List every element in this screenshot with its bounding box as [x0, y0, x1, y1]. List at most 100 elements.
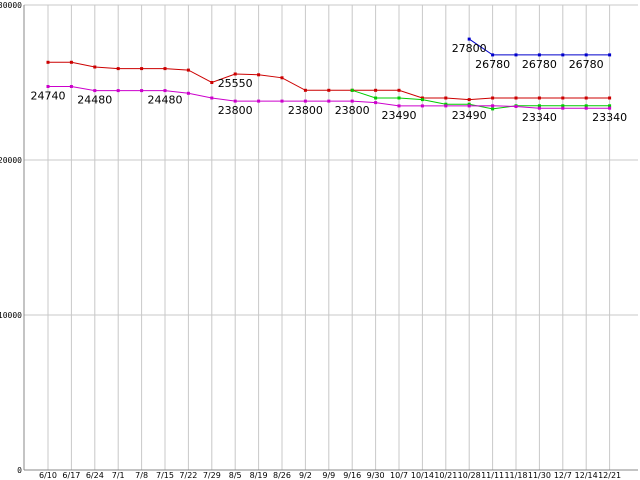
series-1-point [514, 96, 518, 100]
series-1-point [561, 96, 565, 100]
x-tick-label: 9/9 [322, 471, 335, 480]
data-label: 23800 [288, 104, 323, 117]
data-label: 26780 [475, 58, 510, 71]
x-tick-label: 7/8 [135, 471, 148, 480]
series-3-point [93, 89, 97, 93]
series-1-point [46, 60, 50, 64]
series-1-point [69, 60, 73, 64]
data-labels: 27800 26780 26780 26780 25550 24740 24480 24480… [31, 42, 628, 124]
series-1-point [491, 96, 495, 100]
data-label: 23490 [452, 109, 487, 122]
x-tick-label: 12/21 [598, 471, 621, 480]
x-tick-label: 8/26 [273, 471, 291, 480]
x-tick-label: 7/29 [203, 471, 221, 480]
data-label: 23340 [592, 111, 627, 124]
series-1-point [93, 65, 97, 69]
data-label: 27800 [452, 42, 487, 55]
series-3-point [186, 91, 190, 95]
x-tick-label: 9/30 [367, 471, 385, 480]
series-1-point [186, 68, 190, 72]
series-3-point [350, 99, 354, 103]
data-label: 23490 [382, 109, 417, 122]
series-3-point [257, 99, 261, 103]
x-tick-label: 12/14 [575, 471, 598, 480]
series-3-point [467, 104, 471, 108]
series-3-point [327, 99, 331, 103]
series-2-point [397, 96, 401, 100]
data-label: 23800 [335, 104, 370, 117]
series-1-point [327, 88, 331, 92]
series-0-point [514, 53, 518, 57]
series-3-point [491, 104, 495, 108]
x-tick-label: 8/5 [229, 471, 242, 480]
series-0-point [467, 37, 471, 41]
series-1-point [608, 96, 612, 100]
series-2-point [420, 98, 424, 102]
series-1-point [116, 67, 120, 71]
series-1-point [374, 88, 378, 92]
series-0-point [561, 53, 565, 57]
series-2-point [374, 96, 378, 100]
series-1-point [303, 88, 307, 92]
axes [23, 5, 638, 471]
series-1-point [280, 76, 284, 80]
series-3-point [584, 106, 588, 110]
series-1-point [233, 72, 237, 76]
data-label: 25550 [218, 77, 253, 90]
y-tick-label: 30000 [0, 1, 22, 10]
series-points [46, 37, 612, 111]
x-tick-labels: 6/10 6/17 6/24 7/1 7/8 7/15 7/22 7/29 8/5 8/19 8/2… [39, 471, 621, 480]
series-3-point [46, 85, 50, 88]
series-2-point [608, 104, 612, 108]
x-tick-label: 9/2 [299, 471, 312, 480]
series-line-2 [352, 89, 610, 110]
series-3-point [116, 89, 120, 93]
y-tick-labels: 0 10000 20000 30000 [0, 1, 22, 475]
series-1-point [257, 73, 261, 77]
series-0-point [608, 53, 612, 57]
series-3-point [444, 104, 448, 108]
series-3-point [537, 106, 541, 110]
series-3-point [303, 99, 307, 103]
x-tick-label: 8/19 [250, 471, 268, 480]
series-2-point [537, 104, 541, 108]
x-tick-label: 6/17 [62, 471, 80, 480]
x-tick-label: 6/24 [86, 471, 104, 480]
data-label: 24480 [77, 94, 112, 107]
grid [24, 4, 638, 471]
series-2-point [584, 104, 588, 108]
x-tick-label: 10/7 [390, 471, 408, 480]
y-tick-label: 20000 [0, 156, 22, 165]
x-tick-label: 7/15 [156, 471, 174, 480]
data-label: 26780 [569, 58, 604, 71]
data-label: 23800 [218, 104, 253, 117]
series-1-point [444, 96, 448, 100]
x-tick-label: 11/30 [528, 471, 551, 480]
series-3-point [374, 101, 378, 105]
x-tick-label: 7/22 [179, 471, 197, 480]
x-tick-label: 10/28 [458, 471, 481, 480]
y-tick-label: 10000 [0, 311, 22, 320]
series-1-point [140, 67, 144, 71]
series-2-point [491, 107, 495, 111]
x-tick-label: 10/21 [434, 471, 457, 480]
series-1-point [420, 96, 424, 100]
series-3-point [210, 96, 214, 100]
series-2-point [444, 102, 448, 106]
series-1-point [537, 96, 541, 100]
series-0-point [491, 53, 495, 57]
data-label: 26780 [522, 58, 557, 71]
data-label: 23340 [522, 111, 557, 124]
series-1-point [467, 98, 471, 102]
series-2-point [350, 88, 354, 92]
series-1-point [584, 96, 588, 100]
series-1-point [210, 81, 214, 84]
series-3-point [233, 99, 237, 103]
series-3-point [420, 104, 424, 108]
series-3-point [69, 85, 73, 88]
x-tick-label: 11/11 [481, 471, 504, 480]
x-tick-label: 10/14 [411, 471, 434, 480]
series-3-point [608, 106, 612, 110]
data-label: 24740 [31, 90, 66, 103]
